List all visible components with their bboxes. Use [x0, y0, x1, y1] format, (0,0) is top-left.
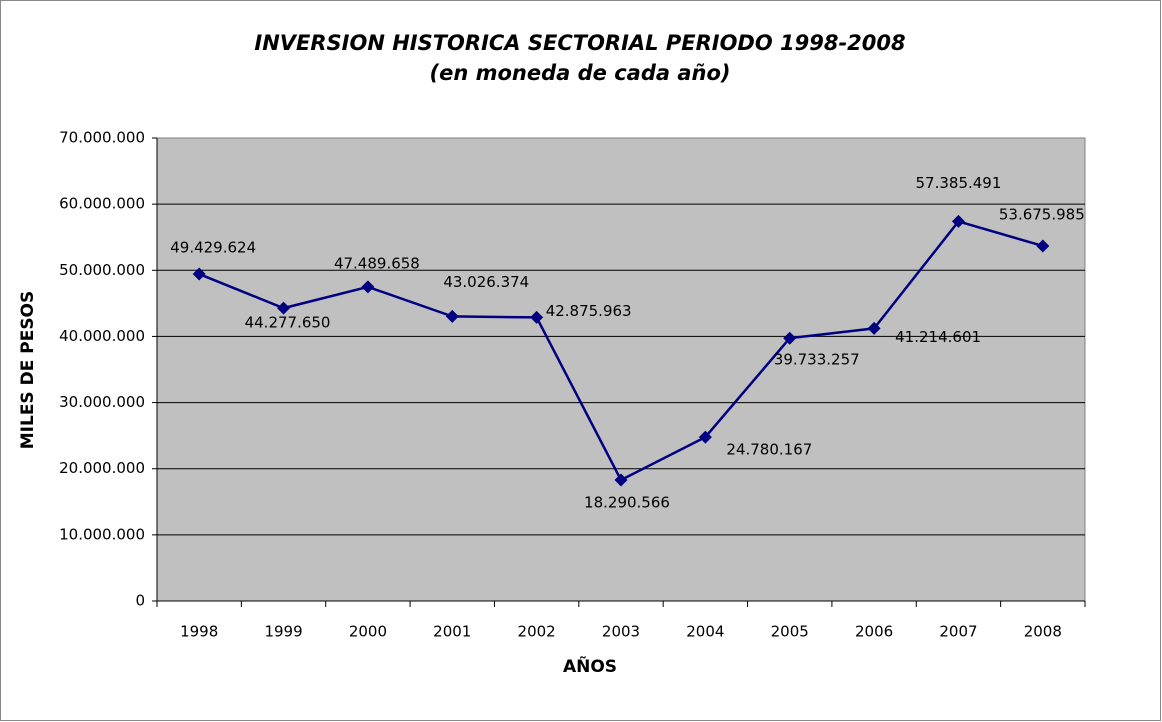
x-tick-label: 2000 — [349, 623, 387, 641]
data-point — [1036, 239, 1050, 253]
data-label: 18.290.566 — [584, 494, 670, 512]
x-tick-label: 2004 — [686, 623, 724, 641]
data-label: 41.214.601 — [895, 328, 981, 346]
data-point — [951, 214, 965, 228]
data-label: 49.429.624 — [170, 239, 256, 257]
x-tick-label: 2008 — [1024, 623, 1062, 641]
y-tick-label: 70.000.000 — [59, 129, 145, 147]
x-tick-label: 2006 — [855, 623, 893, 641]
x-axis-title: AÑOS — [563, 654, 617, 677]
data-label: 42.875.963 — [546, 302, 632, 320]
y-tick-label: 0 — [135, 592, 145, 610]
x-tick-label: 2001 — [433, 623, 471, 641]
x-tick-label: 2003 — [602, 623, 640, 641]
chart-title: INVERSION HISTORICA SECTORIAL PERIODO 19… — [254, 31, 905, 55]
y-tick-label: 20.000.000 — [59, 459, 145, 477]
y-tick-label: 30.000.000 — [59, 393, 145, 411]
data-label: 24.780.167 — [726, 441, 812, 459]
x-tick-label: 2002 — [518, 623, 556, 641]
data-point — [530, 310, 544, 324]
x-tick-label: 2005 — [771, 623, 809, 641]
data-label: 44.277.650 — [245, 314, 331, 332]
data-label: 43.026.374 — [443, 273, 529, 291]
data-point — [192, 267, 206, 281]
y-axis-title: MILES DE PESOS — [18, 291, 38, 450]
x-tick-label: 1999 — [264, 623, 302, 641]
data-label: 53.675.985 — [999, 205, 1085, 223]
data-point — [783, 331, 797, 345]
data-point — [867, 321, 881, 335]
y-tick-label: 10.000.000 — [59, 525, 145, 543]
plot-area — [156, 137, 1086, 602]
data-label: 47.489.658 — [334, 254, 420, 272]
x-tick-label: 1998 — [180, 623, 218, 641]
data-label: 57.385.491 — [916, 174, 1002, 192]
data-point — [698, 430, 712, 444]
x-tick-label: 2007 — [939, 623, 977, 641]
y-tick-label: 60.000.000 — [59, 195, 145, 213]
data-point — [614, 473, 628, 487]
chart-subtitle: (en moneda de cada año) — [430, 61, 731, 85]
y-tick-label: 50.000.000 — [59, 261, 145, 279]
data-label: 39.733.257 — [774, 351, 860, 369]
data-point — [361, 280, 375, 294]
data-point — [277, 301, 291, 315]
y-tick-label: 40.000.000 — [59, 327, 145, 345]
data-point — [445, 309, 459, 323]
